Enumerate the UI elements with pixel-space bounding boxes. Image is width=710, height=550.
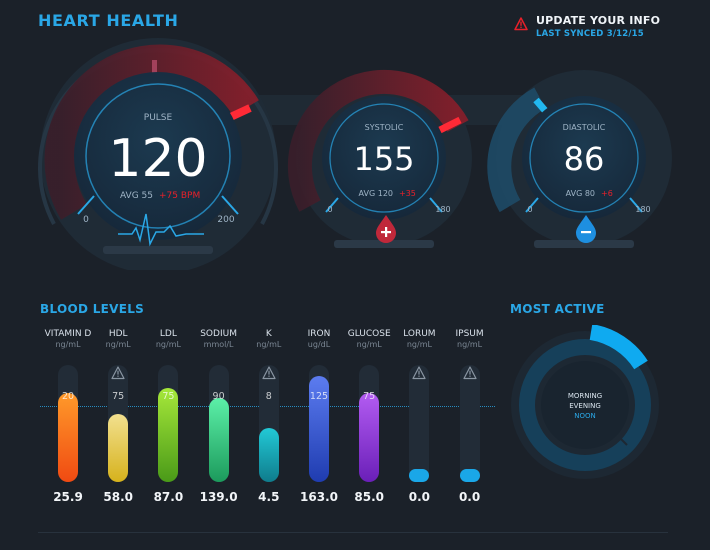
blood-level-bar (58, 393, 78, 482)
most-active-title: MOST ACTIVE (510, 302, 605, 316)
blood-level-track[interactable] (459, 365, 480, 482)
blood-level-bar (208, 398, 229, 482)
systolic-label: SYSTOLIC (365, 123, 404, 132)
blood-level-name: LDL (159, 329, 177, 339)
blood-level-name: GLUCOSE (347, 329, 391, 339)
blood-level-unit: ng/mL (155, 340, 181, 349)
blood-level-unit: ng/mL (55, 340, 81, 349)
diastolic-max: 180 (635, 205, 650, 214)
most-active-noon: NOON (574, 412, 596, 420)
pulse-delta: +75 BPM (159, 191, 200, 201)
warning-icon (262, 366, 276, 380)
blood-level-unit: mmol/L (203, 340, 234, 349)
blood-level-name: IPSUM (455, 329, 484, 339)
blood-level-bar-label: 75 (162, 391, 175, 402)
diastolic-label: DIASTOLIC (563, 123, 606, 132)
page-title: HEART HEALTH (38, 11, 179, 30)
update-info-label: UPDATE YOUR INFO (536, 14, 661, 27)
blood-level-bar-label: 125 (309, 391, 329, 402)
blood-level-value: 85.0 (354, 490, 384, 504)
pulse-min: 0 (83, 215, 89, 225)
most-active-morning: MORNING (568, 392, 602, 400)
update-info-button[interactable]: UPDATE YOUR INFO LAST SYNCED 3/12/15 (514, 14, 704, 44)
blood-level-unit: ug/dL (307, 340, 331, 349)
systolic-delta: +35 (399, 189, 416, 198)
blood-level-bar (108, 414, 129, 482)
bottom-divider (38, 532, 668, 533)
systolic-gauge (287, 69, 472, 248)
blood-level-bar (158, 388, 179, 482)
blood-level-bar-label: 20 (61, 391, 75, 402)
heartbeat-line-icon (118, 213, 204, 247)
blood-level-track[interactable] (409, 365, 430, 482)
blood-level-bar (258, 428, 279, 482)
blood-level-bar (359, 393, 380, 482)
blood-level-name: SODIUM (200, 329, 237, 339)
last-synced-text: LAST SYNCED 3/12/15 (536, 29, 644, 39)
blood-level-bar (409, 469, 430, 482)
warning-icon (111, 366, 125, 380)
blood-level-unit: ng/mL (356, 340, 382, 349)
warning-icon (462, 366, 477, 380)
systolic-avg: AVG 120 (359, 189, 393, 198)
most-active-donut: MORNING EVENING NOON (511, 325, 659, 479)
blood-level-unit: ng/mL (105, 340, 131, 349)
pulse-gauge (38, 38, 278, 270)
blood-level-value: 139.0 (199, 490, 238, 504)
pulse-label: PULSE (144, 113, 173, 123)
blood-level-value: 0.0 (458, 490, 481, 504)
systolic-max: 180 (435, 205, 450, 214)
blood-level-name: K (265, 329, 272, 339)
blood-levels-title: BLOOD LEVELS (40, 302, 145, 316)
blood-level-unit: ng/mL (406, 340, 432, 349)
blood-level-value: 25.9 (53, 490, 83, 504)
blood-level-name: IRON (307, 329, 331, 339)
blood-level-value: 0.0 (408, 490, 431, 504)
blood-level-name: VITAMIN D (44, 329, 92, 339)
blood-drop-plus-icon (376, 215, 396, 243)
blood-level-value: 58.0 (103, 490, 133, 504)
blood-level-bar-label: 75 (363, 391, 376, 402)
pulse-max: 200 (217, 215, 234, 225)
diastolic-value: 86 (564, 140, 605, 178)
water-drop-minus-icon (576, 215, 596, 243)
diastolic-avg: AVG 80 (566, 189, 595, 198)
systolic-value: 155 (353, 140, 414, 178)
blood-level-bar-label: 75 (112, 391, 125, 402)
blood-level-unit: ng/mL (256, 340, 282, 349)
blood-level-bar (459, 469, 480, 482)
blood-level-value: 87.0 (153, 490, 184, 504)
warning-icon (412, 366, 426, 380)
blood-level-name: LORUM (403, 329, 436, 339)
diastolic-delta: +6 (601, 189, 613, 198)
blood-level-unit: ng/mL (457, 340, 483, 349)
pulse-value: 120 (108, 129, 207, 189)
blood-level-value: 163.0 (300, 490, 338, 504)
most-active-evening: EVENING (569, 402, 601, 410)
warning-icon (514, 17, 528, 31)
pulse-avg: AVG 55 (120, 191, 153, 201)
diastolic-min: 0 (527, 205, 532, 214)
diastolic-gauge (487, 70, 672, 248)
systolic-min: 0 (327, 205, 332, 214)
blood-level-bar-label: 8 (265, 391, 272, 402)
gauges-panel: PULSE 120 AVG 55 +75 BPM 0 200 SYSTOLIC … (38, 38, 672, 270)
blood-level-value: 4.5 (258, 490, 280, 504)
blood-level-name: HDL (108, 329, 128, 339)
blood-level-bar (309, 376, 329, 482)
blood-level-bar-label: 90 (212, 391, 225, 402)
